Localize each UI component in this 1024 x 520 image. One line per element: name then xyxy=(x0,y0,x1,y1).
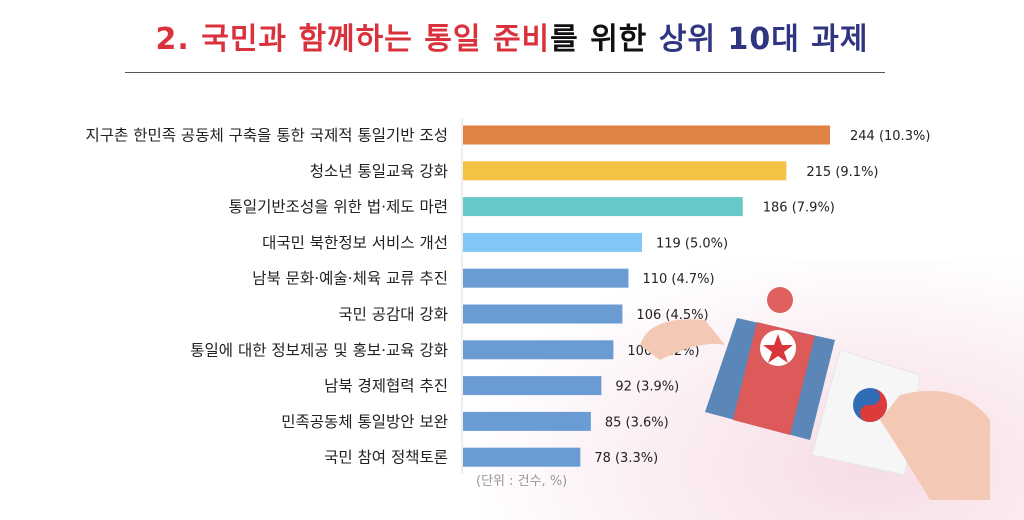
title-part-navy: 상위 10대 과제 xyxy=(658,22,869,57)
category-label: 지구촌 한민족 공동체 구축을 통한 국제적 통일기반 조성 xyxy=(86,127,448,145)
category-label: 국민 참여 정책토론 xyxy=(324,449,448,467)
data-label: 119 (5.0%) xyxy=(656,236,728,251)
data-label: 85 (3.6%) xyxy=(605,415,669,430)
page-title: 2. 국민과 함께하는 통일 준비를 위한 상위 10대 과제 xyxy=(0,14,1024,58)
data-label: 215 (9.1%) xyxy=(806,165,878,180)
category-label: 청소년 통일교육 강화 xyxy=(310,162,448,180)
title-divider xyxy=(125,72,885,73)
category-label: 통일기반조성을 위한 법·제도 마련 xyxy=(229,198,448,216)
star-icon xyxy=(763,334,793,363)
category-label: 남북 문화·예술·체육 교류 추진 xyxy=(252,270,448,288)
right-hand xyxy=(880,390,990,500)
bar xyxy=(463,197,743,217)
puzzle-knob xyxy=(767,287,793,313)
category-label: 남북 경제협력 추진 xyxy=(324,377,448,395)
title-part-red: 2. 국민과 함께하는 통일 준비 xyxy=(155,22,551,57)
category-label: 국민 공감대 강화 xyxy=(338,306,448,324)
data-label: 244 (10.3%) xyxy=(850,129,930,144)
bar xyxy=(463,376,602,396)
bar xyxy=(463,268,629,288)
bar xyxy=(463,232,642,252)
category-label: 민족공동체 통일방안 보완 xyxy=(281,413,448,431)
data-label: 110 (4.7%) xyxy=(642,272,714,287)
data-label: 92 (3.9%) xyxy=(615,380,679,395)
bar xyxy=(463,411,591,431)
bar xyxy=(463,340,614,360)
data-label: 186 (7.9%) xyxy=(763,201,835,216)
bar xyxy=(463,161,787,181)
unit-note: (단위 : 건수, %) xyxy=(476,474,568,489)
taegeuk-red xyxy=(860,388,887,422)
data-label: 106 (4.5%) xyxy=(636,308,708,323)
title-part-black: 를 위한 xyxy=(550,22,659,57)
category-label: 통일에 대한 정보제공 및 홍보·교육 강화 xyxy=(190,341,448,359)
data-label: 78 (3.3%) xyxy=(594,451,658,466)
left-hand xyxy=(640,319,725,360)
bar xyxy=(463,304,623,324)
bar xyxy=(463,447,581,467)
puzzle-illustration xyxy=(640,287,990,500)
bar xyxy=(463,125,830,145)
category-label: 대국민 북한정보 서비스 개선 xyxy=(262,234,448,252)
